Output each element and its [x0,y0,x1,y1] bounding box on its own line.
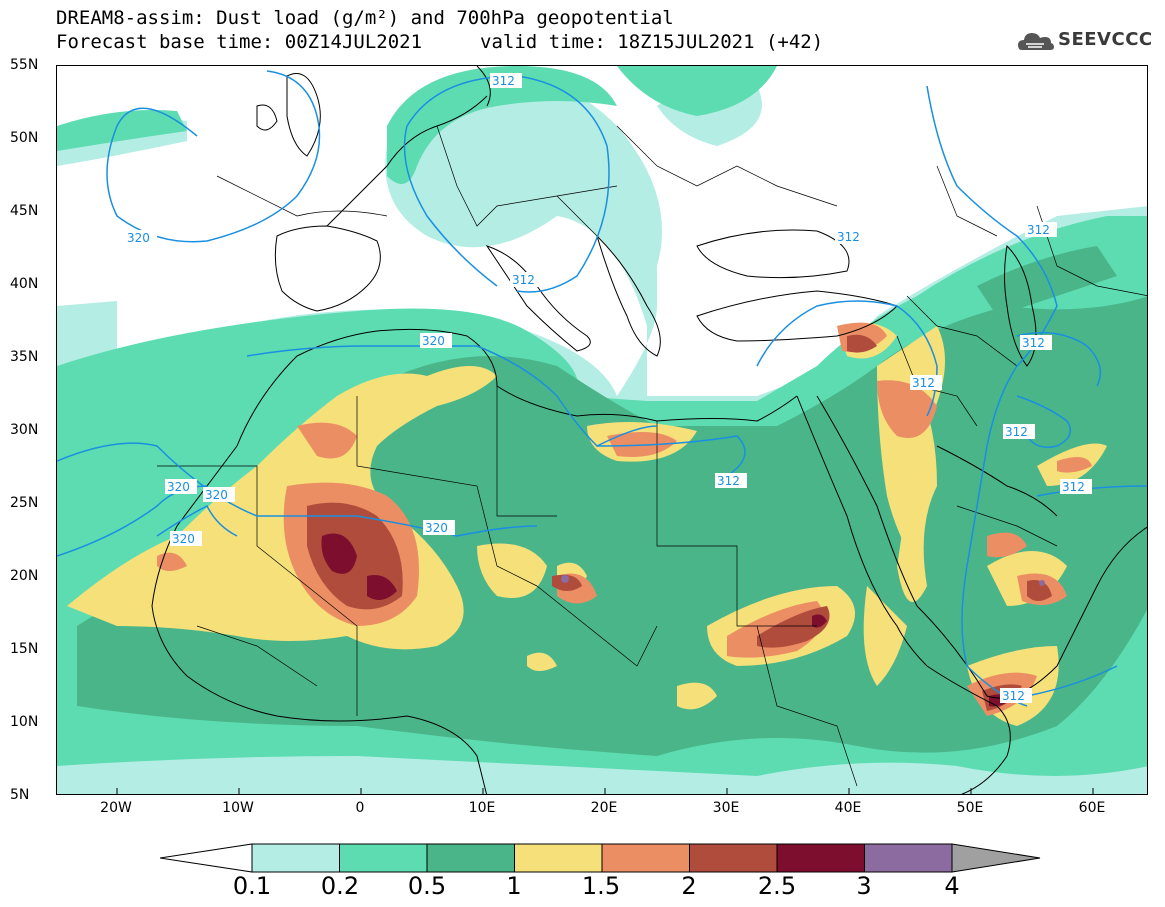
lon-label-10w: 10W [222,800,254,816]
lat-label-5n: 5N [10,787,30,803]
logo-text: SEEVCCC [1058,29,1153,50]
cloud-logo-icon [1018,33,1054,50]
lon-label-10e: 10E [468,800,496,816]
contour-label-320-c: 320 [167,480,190,494]
colorbar-label-1.5: 1.5 [581,872,621,900]
lon-label-50e: 50E [956,800,984,816]
lat-label-45n: 45N [10,203,39,219]
colorbar-label-4: 4 [944,872,960,900]
colorbar-box [601,843,690,873]
lat-label-20n: 20N [10,568,39,584]
colorbar-box [426,843,515,873]
contour-label-312-f: 312 [1027,223,1050,237]
contour-label-312-b: 312 [512,273,535,287]
colorbar-label-0.5: 0.5 [407,872,447,900]
lat-label-10n: 10N [10,714,39,730]
graticule-ticks [116,788,1094,794]
colorbar-box [339,843,428,873]
contour-label-312-e: 312 [912,376,935,390]
colorbar-box [689,843,778,873]
colorbar-label-2.5: 2.5 [757,872,797,900]
contour-label-312-a: 312 [492,74,515,88]
lat-label-50n: 50N [10,130,39,146]
colorbar-label-2: 2 [681,872,697,900]
lon-label-0: 0 [355,800,365,816]
dust-load-map: 320 312 320 312 312 320 320 320 320 312 … [56,65,1148,795]
dust-layer-3 [561,575,1045,586]
colorbar-label-0.1: 0.1 [232,872,272,900]
lat-label-35n: 35N [10,349,39,365]
colorbar-label-3: 3 [856,872,872,900]
colorbar-boxes [251,843,953,873]
contour-label-320-f: 320 [425,521,448,535]
contour-label-312-h: 312 [1005,425,1028,439]
dust-layer-2.5 [321,533,1009,707]
forecast-base-time: Forecast base time: 00Z14JUL2021 [56,31,423,53]
map-title: DREAM8-assim: Dust load (g/m²) and 700hP… [56,7,674,29]
colorbar-box [514,843,603,873]
lon-label-60e: 60E [1078,800,1106,816]
colorbar-label-0.2: 0.2 [320,872,360,900]
lat-label-30n: 30N [10,422,39,438]
contour-label-312-g: 312 [1022,336,1045,350]
lat-label-25n: 25N [10,495,39,511]
colorbar-low-extend [160,843,253,873]
contour-label-312-i: 312 [1062,480,1085,494]
contour-labels: 320 312 320 312 312 320 320 320 320 312 … [125,73,1092,703]
map-canvas: 320 312 320 312 312 320 320 320 320 312 … [57,66,1147,794]
contour-label-320-a: 320 [127,231,150,245]
contour-label-320-e: 320 [172,532,195,546]
contour-label-312-c: 312 [837,230,860,244]
contour-label-312-j: 312 [1002,689,1025,703]
contour-label-312-d: 312 [717,474,740,488]
colorbar-box [251,843,340,873]
lon-label-20w: 20W [100,800,132,816]
lon-label-30e: 30E [712,800,740,816]
colorbar [160,843,1041,873]
contour-label-320-b: 320 [422,334,445,348]
lon-label-40e: 40E [834,800,862,816]
colorbar-box [864,843,953,873]
country-borders [157,125,1147,787]
colorbar-high-extend [951,843,1041,873]
lat-label-40n: 40N [10,276,39,292]
valid-time: valid time: 18Z15JUL2021 (+42) [480,31,824,53]
lon-label-20e: 20E [590,800,618,816]
colorbar-box [776,843,865,873]
lat-label-15n: 15N [10,641,39,657]
contour-label-320-d: 320 [205,488,228,502]
lat-label-55n: 55N [10,57,39,73]
colorbar-label-1: 1 [506,872,522,900]
